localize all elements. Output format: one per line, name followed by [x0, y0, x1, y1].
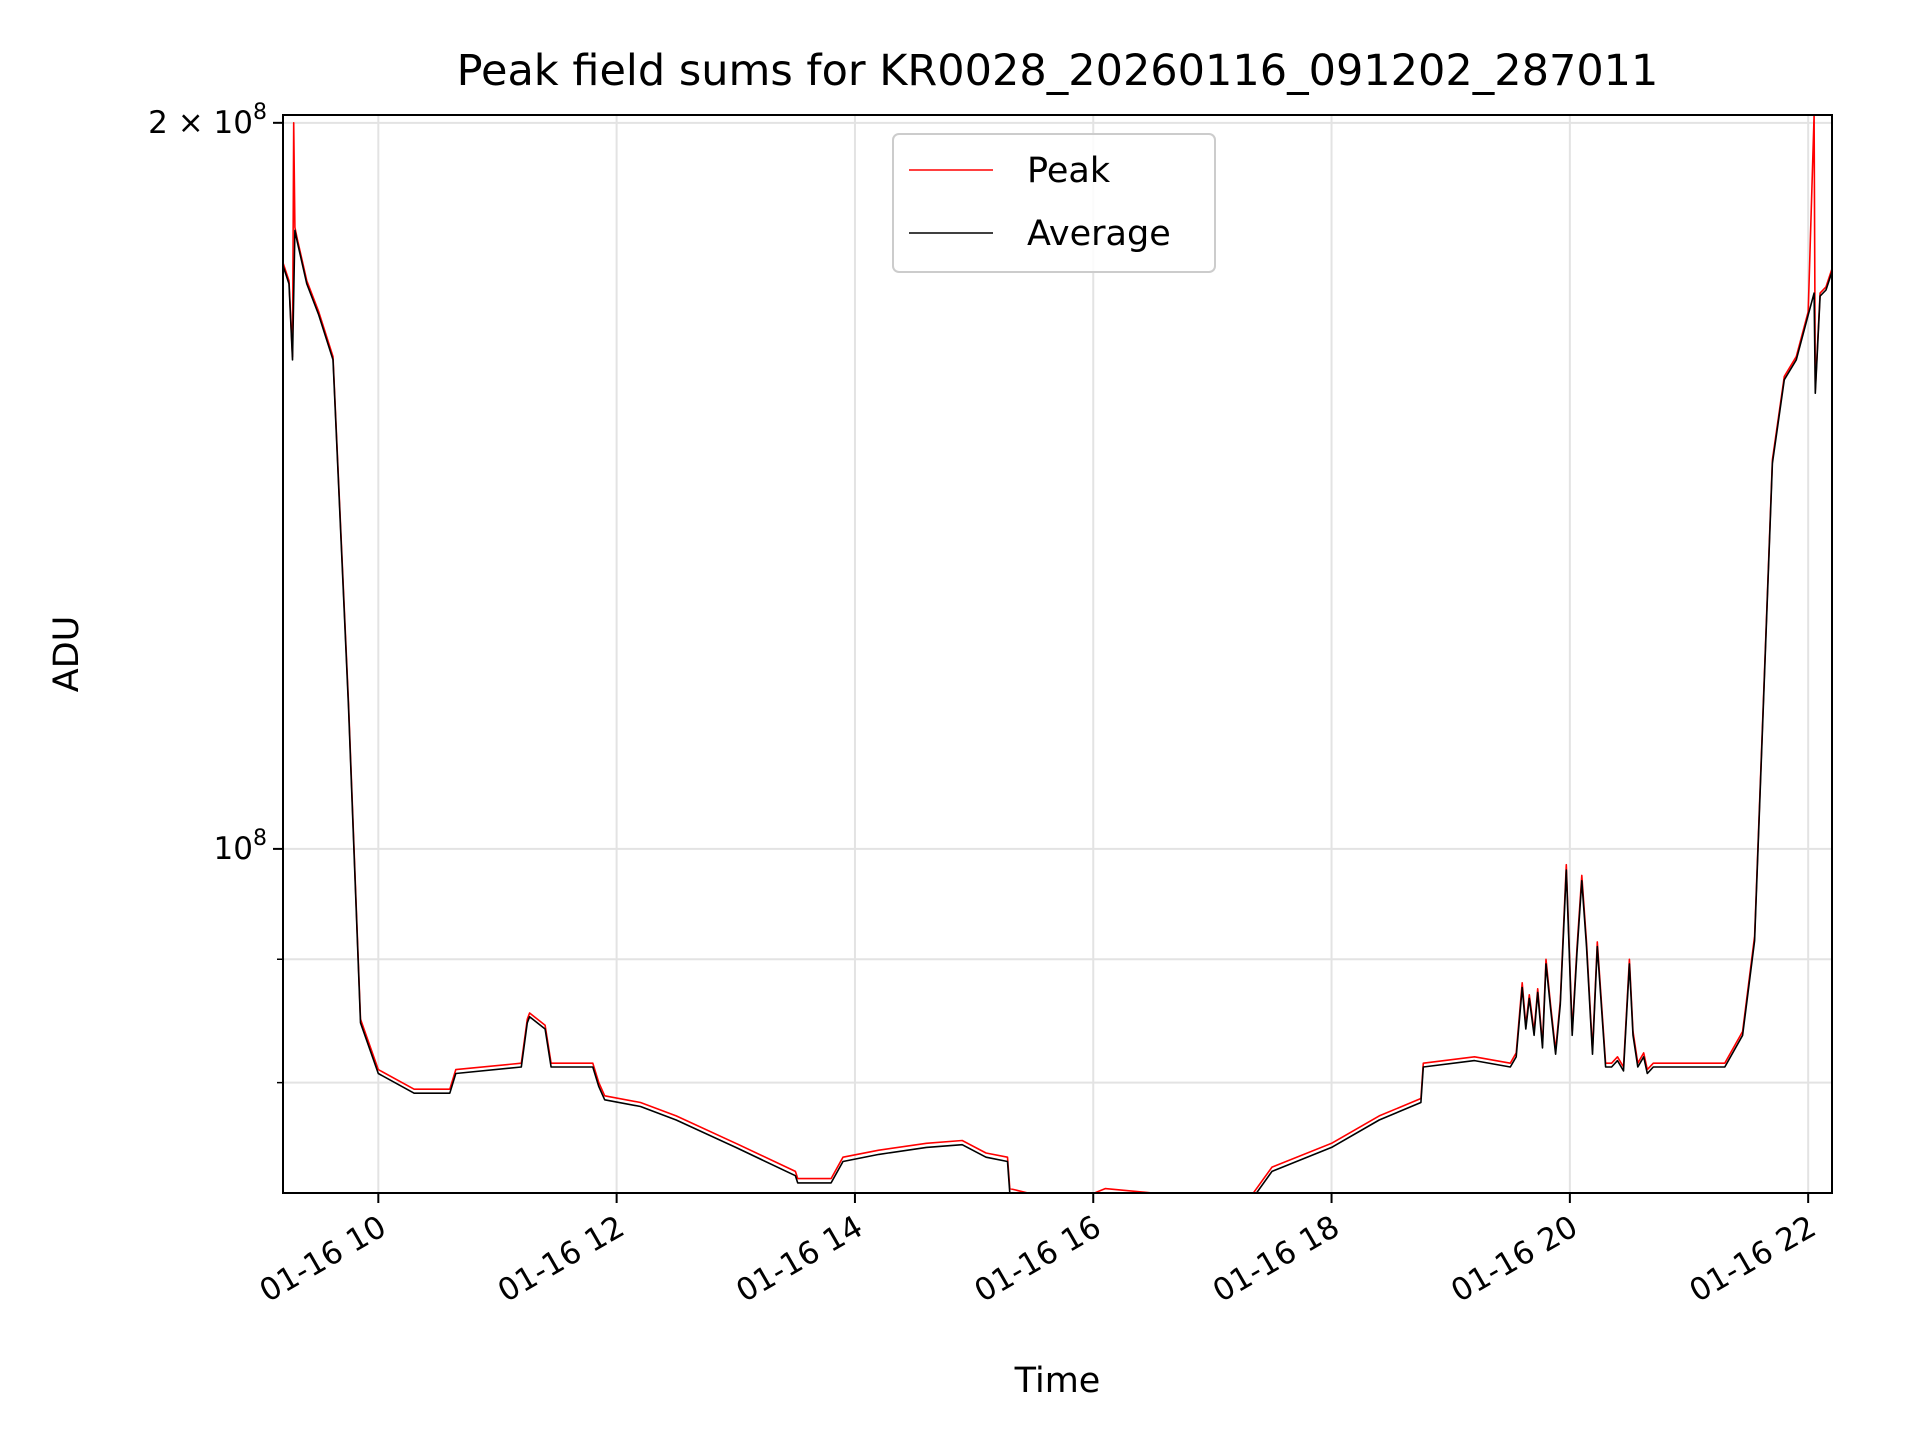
- y-tick-label: 108: [214, 826, 267, 867]
- x-axis-label: Time: [1014, 1361, 1101, 1401]
- series-line-average: [283, 229, 1832, 1193]
- grid: [283, 115, 1832, 1193]
- y-axis-label: ADU: [47, 616, 87, 693]
- series-line-peak: [283, 115, 1832, 1193]
- legend-label-peak: Peak: [1027, 151, 1111, 191]
- chart-title: Peak field sums for KR0028_20260116_0912…: [457, 46, 1659, 96]
- y-tick-label: 2 × 108: [148, 100, 267, 141]
- legend-label-average: Average: [1027, 214, 1171, 254]
- legend: Peak Average: [892, 133, 1216, 273]
- plot-lines: [283, 115, 1832, 1193]
- axes-frame: [282, 114, 1833, 1194]
- legend-box: [892, 133, 1216, 273]
